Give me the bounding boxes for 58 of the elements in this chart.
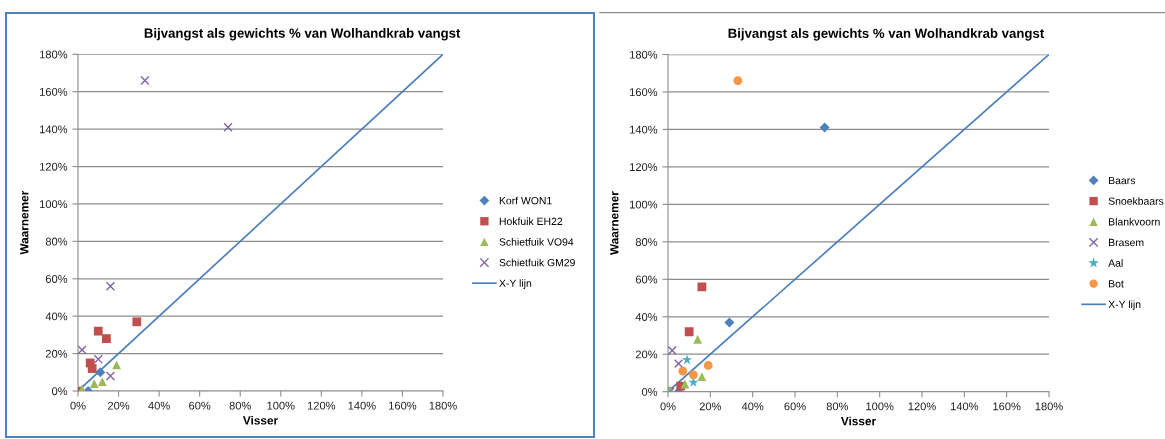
x-tick-label: 60% bbox=[784, 402, 806, 411]
y-tick-label: 180% bbox=[630, 50, 658, 59]
y-tick-label: 60% bbox=[635, 275, 658, 284]
legend-label: X-Y lijn bbox=[1108, 300, 1141, 311]
legend-label: Hokfuik EH22 bbox=[499, 217, 563, 225]
chart-title: Bijvangst als gewichts % van Wolhandkrab vangst bbox=[144, 28, 461, 41]
legend-label: Blankvoorn bbox=[1109, 217, 1160, 226]
y-tick-label: 160% bbox=[630, 88, 658, 97]
x-tick-label: 40% bbox=[148, 401, 170, 410]
y-tick-label: 120% bbox=[630, 163, 658, 172]
y-tick-label: 120% bbox=[40, 162, 68, 171]
x-tick-label: 0% bbox=[70, 401, 86, 410]
y-tick-label: 40% bbox=[635, 313, 658, 321]
x-tick-label: 160% bbox=[993, 402, 1021, 411]
x-tick-label: 60% bbox=[189, 401, 211, 410]
legend-label: Bot bbox=[1109, 280, 1124, 288]
x-tick-label: 120% bbox=[908, 402, 936, 411]
legend-label: Snoekbaars bbox=[1108, 197, 1164, 205]
y-tick-label: 100% bbox=[40, 200, 68, 209]
y-tick-label: 40% bbox=[45, 312, 68, 321]
x-tick-label: 0% bbox=[660, 402, 676, 411]
x-tick-label: 80% bbox=[826, 402, 849, 411]
x-tick-label: 160% bbox=[389, 401, 417, 410]
y-tick-label: 140% bbox=[630, 125, 658, 134]
legend-label: Brasem bbox=[1109, 238, 1144, 247]
x-tick-label: 140% bbox=[348, 401, 376, 410]
y-tick-label: 0% bbox=[51, 387, 68, 396]
y-axis-title: Waarnemer bbox=[610, 191, 619, 256]
x-tick-label: 20% bbox=[108, 401, 130, 410]
legend-label: Schietfuik VO94 bbox=[499, 238, 574, 246]
y-tick-label: 20% bbox=[45, 349, 68, 358]
x-axis-title: Visser bbox=[840, 416, 876, 426]
legend-label: Aal bbox=[1108, 259, 1123, 267]
x-tick-label: 120% bbox=[307, 401, 336, 410]
y-tick-label: 160% bbox=[40, 87, 68, 96]
x-tick-label: 100% bbox=[267, 401, 295, 410]
y-tick-label: 80% bbox=[45, 237, 68, 246]
x-tick-label: 180% bbox=[429, 401, 457, 410]
y-tick-label: 80% bbox=[635, 238, 658, 246]
y-tick-label: 0% bbox=[641, 387, 658, 396]
x-tick-label: 80% bbox=[229, 401, 251, 410]
x-tick-label: 180% bbox=[1035, 402, 1063, 411]
x-axis-title: Visser bbox=[242, 415, 278, 425]
legend-label: Baars bbox=[1109, 176, 1136, 185]
y-axis-title: Waarnemer bbox=[20, 190, 29, 255]
x-tick-label: 140% bbox=[950, 402, 979, 411]
x-tick-label: 40% bbox=[741, 402, 764, 411]
chart-title: Bijvangst als gewichts % van Wolhandkrab vangst bbox=[728, 28, 1045, 41]
legend-label: Schietfuik GM29 bbox=[499, 258, 575, 267]
y-tick-label: 20% bbox=[635, 350, 658, 359]
y-tick-label: 100% bbox=[630, 200, 658, 209]
y-tick-label: 60% bbox=[45, 275, 68, 283]
x-tick-label: 100% bbox=[866, 402, 894, 411]
y-tick-label: 140% bbox=[40, 125, 68, 134]
legend-label: Korf WON1 bbox=[499, 196, 552, 205]
x-tick-label: 20% bbox=[699, 402, 722, 411]
y-tick-label: 180% bbox=[40, 50, 68, 59]
legend-label: X-Y lijn bbox=[499, 279, 532, 289]
